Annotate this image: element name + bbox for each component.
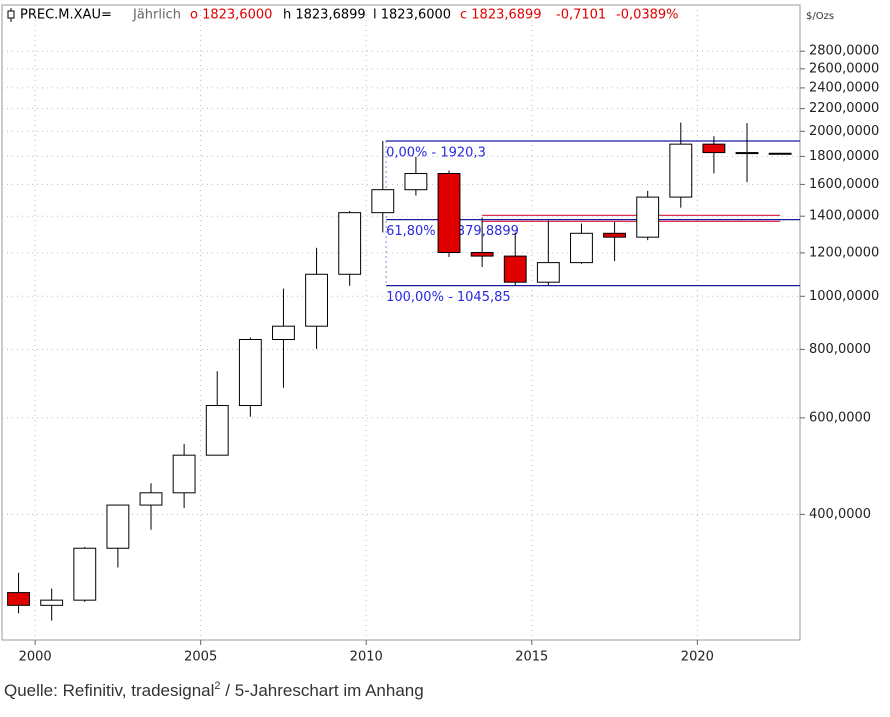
candle-body [40,599,64,606]
candle-body [238,339,262,407]
candle-body [669,143,693,198]
caption-sup: 2 [214,680,220,692]
candle-body [73,547,97,601]
y-tick-label: 800,0000 [809,342,871,357]
header-item: Jährlich [132,8,181,23]
fib-label: 0,00% - 1920,3 [386,145,486,160]
unit-label: $/Ozs [806,11,834,22]
candle-body [404,173,428,191]
header-item: PREC.M.XAU= [20,8,112,23]
candle-body [205,405,229,456]
candle-body [702,143,726,154]
header-item: c 1823,6899 [460,8,542,23]
x-tick-label: 2015 [515,650,548,665]
x-tick-label: 2020 [681,650,714,665]
plot-frame [1,4,801,641]
y-tick-label: 2600,0000 [809,61,879,76]
header-item: h 1823,6899 [283,8,366,23]
y-tick-label: 2400,0000 [809,80,879,95]
candle-body [735,152,759,155]
y-tick-label: 1600,0000 [809,177,879,192]
y-tick-label: 1400,0000 [809,209,879,224]
candle-body [139,492,163,506]
header-item: -0,7101 [556,8,606,23]
candle-body [437,173,461,254]
header-item: -0,0389% [616,8,679,23]
candle-body [536,262,560,283]
header-item: o 1823,6000 [190,8,272,23]
candle-body [570,232,593,264]
candle-body [172,454,196,494]
candle-body [503,255,527,283]
fib-label: 100,00% - 1045,85 [386,290,511,305]
x-tick-label: 2005 [184,650,217,665]
x-tick-label: 2000 [19,650,52,665]
candle-body [7,592,30,606]
candle-body [768,152,792,155]
candle-body [305,273,328,327]
y-tick-label: 600,0000 [809,410,871,425]
y-tick-label: 2200,0000 [809,101,879,116]
candle-body [371,189,395,214]
caption: Quelle: Refinitiv, tradesignal2 / 5-Jahr… [4,680,424,701]
candle-body [470,252,494,257]
symbol-icon [7,8,15,22]
y-tick-label: 400,0000 [809,507,871,522]
candle-body [603,232,626,238]
candle-body [636,196,660,238]
candle-body [106,504,130,549]
candle-body [272,325,295,341]
y-tick-label: 2800,0000 [809,44,879,59]
caption-text: Quelle: Refinitiv, tradesignal [4,681,214,700]
y-tick-label: 1200,0000 [809,245,879,260]
y-tick-label: 2000,0000 [809,124,879,139]
candle-body [338,212,362,275]
x-tick-label: 2010 [350,650,383,665]
caption-text: / 5-Jahreschart im Anhang [221,681,424,700]
y-tick-label: 1000,0000 [809,289,879,304]
y-tick-label: 1800,0000 [809,149,879,164]
header-item: l 1823,6000 [373,8,451,23]
